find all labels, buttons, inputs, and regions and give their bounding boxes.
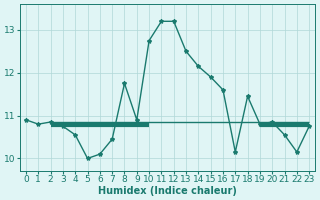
X-axis label: Humidex (Indice chaleur): Humidex (Indice chaleur) [98, 186, 237, 196]
